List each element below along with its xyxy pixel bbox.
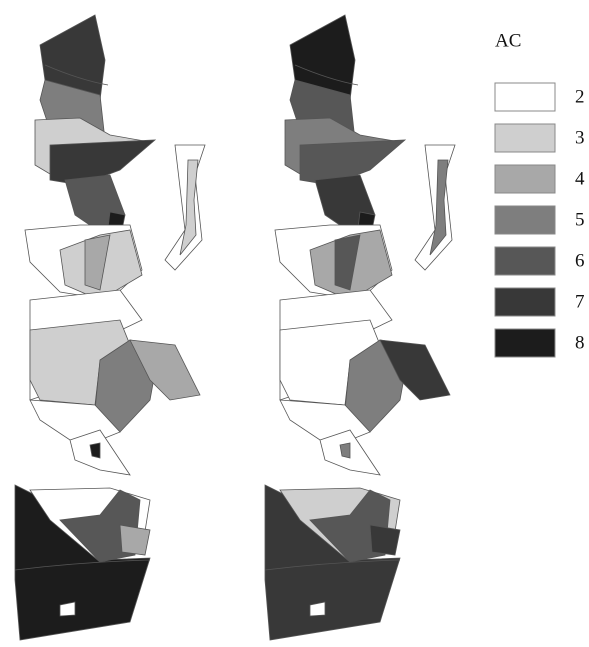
legend-label: 4 — [575, 168, 585, 189]
map-figure: AC 2 3 4 5 6 7 8 — [0, 0, 589, 647]
map-region — [120, 525, 150, 555]
legend-label: 2 — [575, 86, 585, 107]
legend-swatch — [495, 124, 555, 152]
district-map — [15, 15, 205, 640]
legend-swatch — [495, 165, 555, 193]
map-region — [165, 145, 205, 270]
legend-label: 8 — [575, 332, 585, 353]
legend-label: 6 — [575, 250, 585, 271]
district-map — [265, 15, 455, 640]
legend-swatch — [495, 206, 555, 234]
legend-swatch — [495, 83, 555, 111]
maps — [15, 15, 455, 640]
legend-swatch — [495, 247, 555, 275]
legend-label: 7 — [575, 291, 585, 312]
legend-title: AC — [495, 30, 521, 51]
legend: 2 3 4 5 6 7 8 — [495, 83, 585, 357]
map-region — [370, 525, 400, 555]
legend-swatch — [495, 329, 555, 357]
legend-label: 3 — [575, 127, 585, 148]
legend-label: 5 — [575, 209, 585, 230]
map-region — [415, 145, 455, 270]
legend-swatch — [495, 288, 555, 316]
